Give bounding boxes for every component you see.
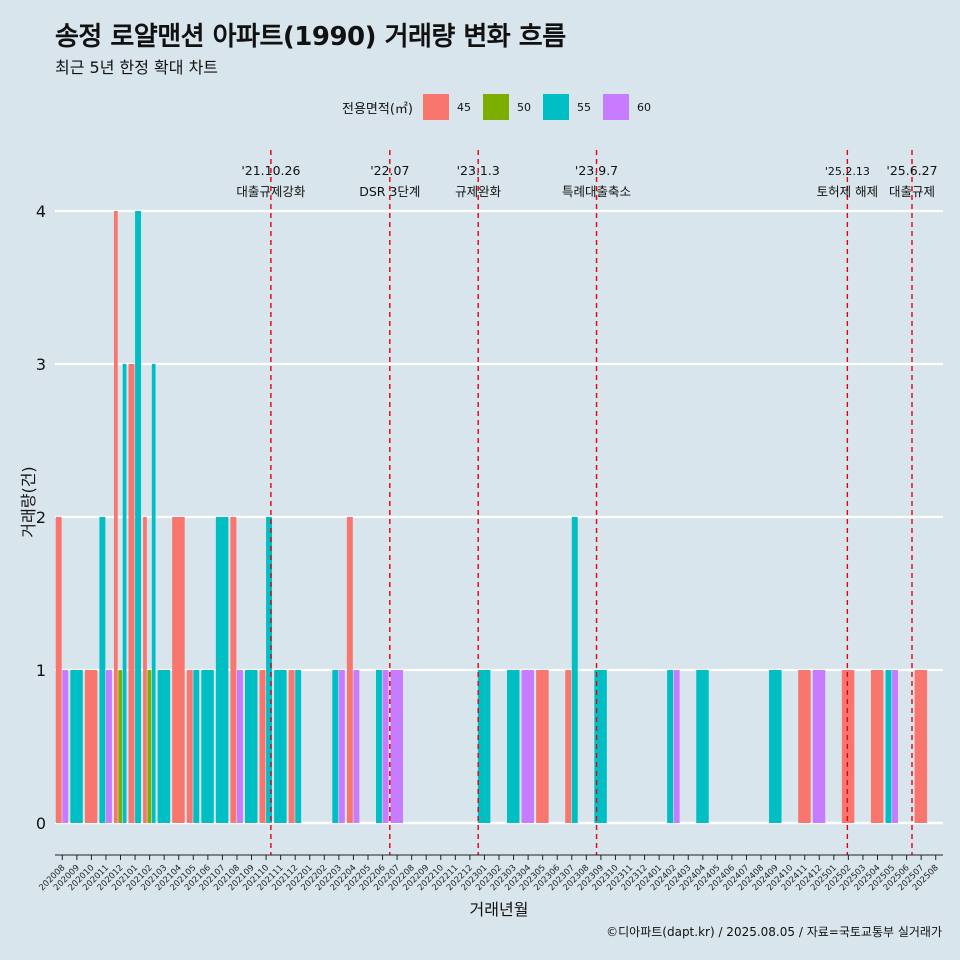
bar-202305-45 <box>536 670 549 823</box>
bar-202107-55 <box>215 517 229 823</box>
y-axis-title: 거래량(건) <box>19 466 38 537</box>
event-label: 규제완화 <box>455 184 502 199</box>
legend-item-50: 50 <box>482 94 531 120</box>
bar-202504-45 <box>870 670 884 823</box>
legend-item-55: 55 <box>542 94 591 120</box>
event-date-label: '23.9.7 <box>575 163 618 178</box>
event-lines: '21.10.26 대출규제강화 '22.07 DSR 3단계 '23.1.3 규제완화 '… <box>236 150 938 855</box>
event-label: DSR 3단계 <box>359 184 420 199</box>
legend-swatch <box>482 94 509 120</box>
bar-202304-60 <box>521 670 535 823</box>
bar-202011-55 <box>99 517 106 823</box>
x-axis-title: 거래년월 <box>470 900 529 919</box>
bar-202012-50 <box>118 670 123 823</box>
bar-202307-45 <box>565 670 572 823</box>
legend-label: 45 <box>456 100 471 114</box>
bar-202505-55 <box>885 670 892 823</box>
bar-202206-60 <box>382 670 389 823</box>
y-tick-label: 0 <box>36 814 46 833</box>
bar-202105-45 <box>186 670 193 823</box>
legend-label: 50 <box>516 100 531 114</box>
bar-202012-55 <box>122 364 127 823</box>
bar-202309-55 <box>594 670 607 823</box>
bar-202207-60 <box>390 670 404 823</box>
bar-202412-60 <box>812 670 826 823</box>
bar-202103-55 <box>157 670 171 823</box>
bar-202111-55 <box>274 670 287 823</box>
bars <box>55 211 928 823</box>
bar-202307-55 <box>571 517 578 823</box>
bar-202010-45 <box>84 670 98 823</box>
bar-202203-60 <box>338 670 345 823</box>
bar-202301-55 <box>477 670 491 823</box>
y-tick-label: 4 <box>36 202 46 221</box>
bar-202402-55 <box>667 670 674 823</box>
bar-202101-45 <box>128 364 135 823</box>
bar-202110-45 <box>259 670 266 823</box>
bar-202011-60 <box>105 670 112 823</box>
y-tick-label: 2 <box>36 508 46 527</box>
event-date-label: '25.2.13 <box>825 165 870 178</box>
legend-label: 55 <box>576 100 591 114</box>
bar-202012-45 <box>113 211 118 823</box>
legend-item-45: 45 <box>422 94 471 120</box>
bar-202102-50 <box>147 670 152 823</box>
event-date-label: '22.07 <box>370 163 409 178</box>
bar-202104-45 <box>172 517 185 823</box>
bar-202402-60 <box>673 670 680 823</box>
legend-swatch <box>422 94 449 120</box>
event-label: 특례대출축소 <box>562 184 631 199</box>
event-date-label: '25.6.27 <box>886 163 937 178</box>
legend: 전용면적(㎡) 45 50 55 60 <box>342 93 663 121</box>
bar-202008-45 <box>55 517 62 823</box>
bar-202204-60 <box>353 670 360 823</box>
bar-202303-55 <box>507 670 520 823</box>
bar-202507-45 <box>914 670 928 823</box>
bar-202110-55 <box>266 517 273 823</box>
legend-item-60: 60 <box>602 94 651 120</box>
bar-202008-60 <box>62 670 69 823</box>
bar-202106-55 <box>201 670 214 823</box>
bar-202505-60 <box>892 670 898 823</box>
bar-202109-55 <box>244 670 258 823</box>
legend-label: 60 <box>636 100 651 114</box>
bar-202203-55 <box>332 670 339 823</box>
bar-202108-60 <box>236 670 243 823</box>
bar-202112-55 <box>295 670 302 823</box>
y-tick-label: 3 <box>36 355 46 374</box>
legend-title: 전용면적(㎡) <box>342 101 413 117</box>
bar-202101-55 <box>135 211 142 823</box>
chart-subtitle: 최근 5년 한정 확대 차트 <box>55 58 219 77</box>
chart-title: 송정 로얄맨션 아파트(1990) 거래량 변화 흐름 <box>55 22 566 52</box>
event-label: 토허제 해제 <box>817 184 878 199</box>
bar-202204-45 <box>346 517 353 823</box>
legend-swatch <box>602 94 629 120</box>
bar-202206-55 <box>375 670 382 823</box>
bar-202105-55 <box>193 670 200 823</box>
source-caption: ©디아파트(dapt.kr) / 2025.08.05 / 자료=국토교통부 실… <box>606 925 942 939</box>
event-date-label: '21.10.26 <box>241 163 300 178</box>
bar-202502-45 <box>841 670 855 823</box>
bar-202112-45 <box>288 670 295 823</box>
event-label: 대출규제강화 <box>236 184 306 199</box>
bar-202009-55 <box>70 670 83 823</box>
bar-202102-55 <box>151 364 156 823</box>
bar-202404-55 <box>696 670 709 823</box>
bar-202102-45 <box>143 517 147 823</box>
bar-202108-45 <box>230 517 237 823</box>
bar-202411-45 <box>798 670 811 823</box>
bar-202409-55 <box>769 670 782 823</box>
legend-swatch <box>542 94 569 120</box>
event-date-label: '23.1.3 <box>457 163 500 178</box>
y-tick-label: 1 <box>36 661 46 680</box>
event-label: 대출규제 <box>889 184 935 199</box>
